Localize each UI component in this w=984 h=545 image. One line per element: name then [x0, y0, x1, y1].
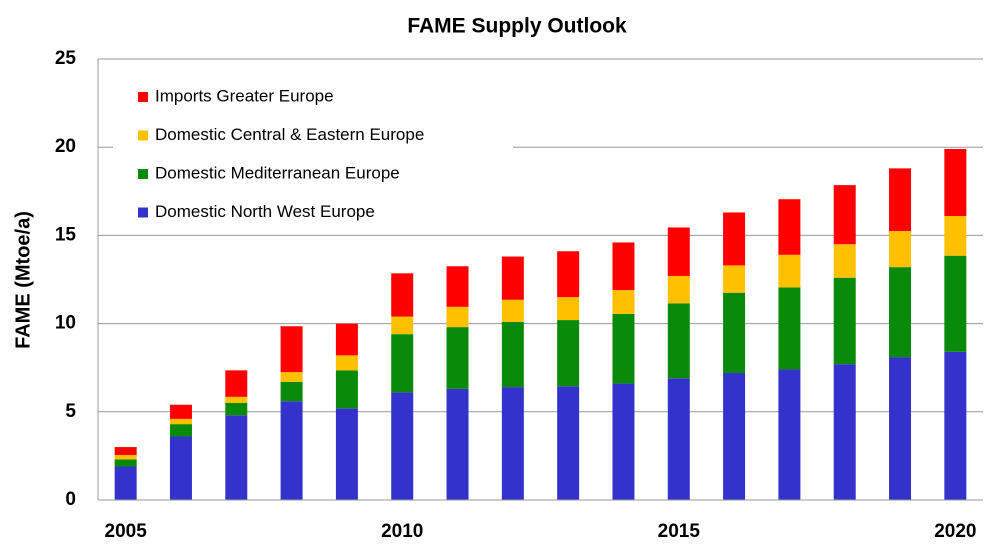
bar-segment: [225, 415, 248, 500]
legend-label: Domestic Mediterranean Europe: [155, 163, 400, 182]
bar-segment: [833, 364, 856, 500]
bar-segment: [446, 306, 469, 328]
bar-segment: [169, 436, 192, 500]
bar-segment: [889, 230, 912, 268]
bar-segment: [667, 275, 690, 304]
bar-segment: [612, 313, 635, 384]
bar-segment: [280, 401, 303, 500]
bar-segment: [944, 255, 967, 352]
bar-segment: [723, 292, 746, 373]
bar-segment: [833, 185, 856, 245]
bar-segment: [667, 303, 690, 379]
bar-segment: [778, 199, 801, 255]
bar-segment: [335, 355, 358, 371]
y-tick-label: 0: [65, 489, 76, 510]
bar-segment: [501, 387, 524, 500]
bar-segment: [944, 351, 967, 500]
bar-segment: [667, 378, 690, 500]
bar-segment: [723, 265, 746, 293]
legend-label: Domestic North West Europe: [155, 202, 375, 221]
bar-segment: [501, 256, 524, 300]
bar-segment: [667, 227, 690, 276]
y-tick-label: 25: [55, 48, 77, 69]
bar-segment: [501, 321, 524, 388]
bar-segment: [391, 392, 414, 500]
bar-segment: [723, 372, 746, 500]
bar-segment: [889, 267, 912, 358]
bar-segment: [778, 287, 801, 370]
bar-segment: [335, 408, 358, 500]
x-tick-label: 2010: [381, 521, 423, 542]
legend-swatch: [138, 92, 148, 102]
legend-label: Imports Greater Europe: [155, 86, 334, 105]
legend-swatch: [138, 169, 148, 179]
legend-box: [113, 76, 513, 231]
bar-segment: [723, 212, 746, 266]
bar-segment: [612, 383, 635, 500]
legend-swatch: [138, 130, 148, 141]
bar-segment: [446, 327, 469, 389]
bar-segment: [833, 277, 856, 365]
bar-segment: [833, 244, 856, 278]
bar-segment: [501, 299, 524, 322]
bar-segment: [778, 254, 801, 288]
legend-label: Domestic Central & Eastern Europe: [155, 125, 424, 144]
bar-segment: [280, 381, 303, 402]
y-axis-label: FAME (Mtoe/a): [12, 211, 34, 349]
chart-title: FAME Supply Outlook: [407, 15, 627, 38]
bar-segment: [335, 370, 358, 409]
bar-segment: [391, 273, 414, 317]
bar-segment: [944, 148, 967, 216]
y-tick-label: 20: [55, 136, 76, 157]
bar-segment: [114, 466, 137, 500]
bar-segment: [169, 418, 192, 425]
bar-segment: [557, 297, 580, 321]
bar-segment: [114, 447, 137, 456]
bar-segment: [391, 316, 414, 335]
bar-segment: [778, 369, 801, 500]
bar-segment: [612, 242, 635, 291]
bar-segment: [169, 424, 192, 437]
y-tick-label: 15: [55, 224, 77, 245]
bar-segment: [225, 402, 248, 416]
bar-segment: [612, 290, 635, 314]
bar-segment: [280, 372, 303, 382]
bar-segment: [889, 357, 912, 500]
x-tick-label: 2005: [105, 521, 148, 542]
bar-segment: [944, 215, 967, 256]
bar-segment: [335, 323, 358, 356]
bar-segment: [225, 396, 248, 403]
bar-segment: [391, 334, 414, 393]
bar-segment: [557, 386, 580, 500]
bar-segment: [280, 326, 303, 373]
bar-segment: [169, 404, 192, 419]
x-tick-label: 2015: [658, 521, 701, 542]
bar-segment: [225, 370, 248, 397]
bar-segment: [446, 388, 469, 500]
bar-segment: [557, 251, 580, 298]
bar-segment: [114, 455, 137, 460]
y-tick-label: 10: [55, 313, 76, 334]
bar-segment: [114, 459, 137, 467]
x-tick-label: 2020: [934, 521, 976, 542]
bar-segment: [446, 266, 469, 307]
legend-swatch: [138, 207, 148, 218]
bar-segment: [889, 168, 912, 231]
bar-segment: [557, 320, 580, 387]
y-tick-label: 5: [65, 401, 76, 422]
